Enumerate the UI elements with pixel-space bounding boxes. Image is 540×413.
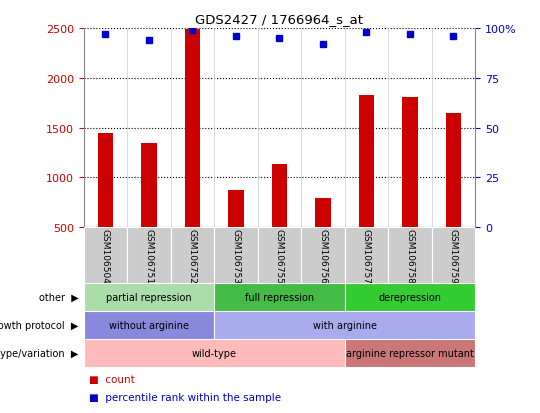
Bar: [388, 228, 431, 283]
Bar: [84, 339, 345, 368]
Bar: [301, 228, 345, 283]
Bar: [185, 30, 200, 228]
Bar: [127, 228, 171, 283]
Bar: [446, 113, 461, 228]
Text: GSM106753: GSM106753: [232, 228, 240, 283]
Text: GSM106757: GSM106757: [362, 228, 371, 283]
Bar: [359, 95, 374, 228]
Text: ■  count: ■ count: [89, 374, 135, 384]
Bar: [84, 283, 214, 311]
Bar: [258, 228, 301, 283]
Bar: [214, 228, 258, 283]
Bar: [84, 228, 127, 283]
Text: derepression: derepression: [379, 292, 442, 302]
Text: GSM106756: GSM106756: [319, 228, 327, 283]
Text: GSM106755: GSM106755: [275, 228, 284, 283]
Text: GSM106758: GSM106758: [406, 228, 415, 283]
Title: GDS2427 / 1766964_s_at: GDS2427 / 1766964_s_at: [195, 13, 363, 26]
Bar: [345, 339, 475, 368]
Text: arginine repressor mutant: arginine repressor mutant: [346, 349, 474, 358]
Bar: [431, 228, 475, 283]
Bar: [141, 144, 157, 228]
Text: GSM106759: GSM106759: [449, 228, 458, 283]
Text: full repression: full repression: [245, 292, 314, 302]
Bar: [228, 191, 244, 228]
Text: partial repression: partial repression: [106, 292, 192, 302]
Text: genotype/variation  ▶: genotype/variation ▶: [0, 349, 78, 358]
Bar: [402, 97, 417, 228]
Bar: [214, 311, 475, 339]
Bar: [214, 283, 345, 311]
Bar: [272, 165, 287, 228]
Text: ■  percentile rank within the sample: ■ percentile rank within the sample: [89, 392, 281, 402]
Bar: [98, 133, 113, 228]
Text: GSM106751: GSM106751: [145, 228, 153, 283]
Text: GSM106504: GSM106504: [101, 228, 110, 283]
Text: with arginine: with arginine: [313, 320, 377, 330]
Bar: [171, 228, 214, 283]
Bar: [315, 199, 330, 228]
Bar: [345, 228, 388, 283]
Text: growth protocol  ▶: growth protocol ▶: [0, 320, 78, 330]
Bar: [84, 311, 214, 339]
Text: without arginine: without arginine: [109, 320, 189, 330]
Bar: [345, 283, 475, 311]
Text: other  ▶: other ▶: [38, 292, 78, 302]
Text: GSM106752: GSM106752: [188, 228, 197, 283]
Text: wild-type: wild-type: [192, 349, 237, 358]
